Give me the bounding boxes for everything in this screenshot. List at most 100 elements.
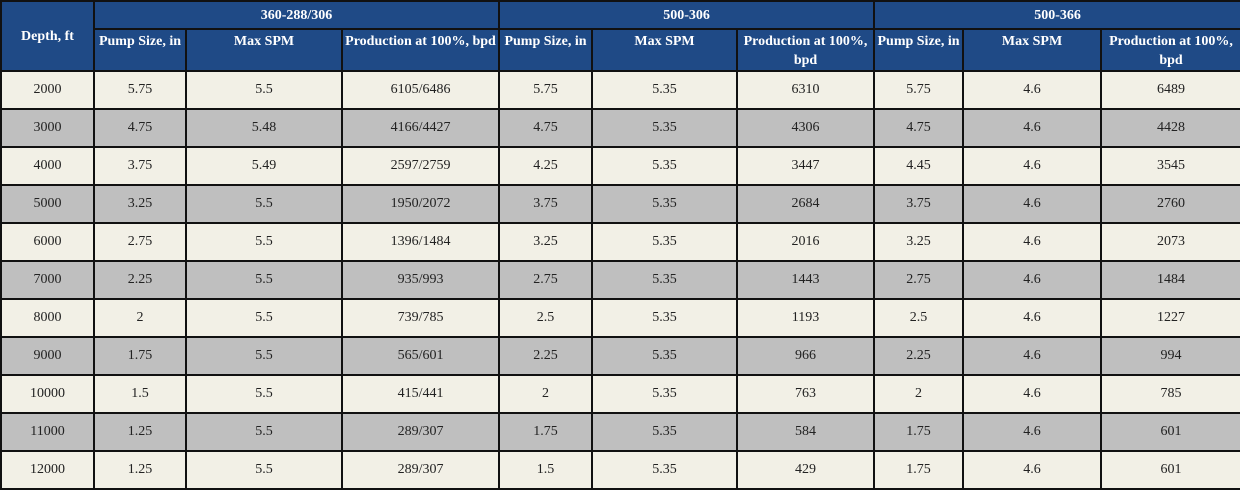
- production-cell: 739/785: [340, 298, 501, 338]
- depth-cell: 2000: [0, 70, 95, 110]
- pump-size-cell: 2: [498, 374, 594, 414]
- pump-size-cell: 5.75: [93, 70, 187, 110]
- pump-size-cell: 1.75: [498, 412, 594, 452]
- production-cell: 6310: [736, 70, 876, 110]
- table-row: 6000 2.75 5.5 1396/1484 3.25 5.35 2016 3.25 4.6 2…: [0, 222, 1240, 262]
- production-header: Production at 100%, bpd: [1100, 28, 1240, 72]
- production-cell: 1193: [736, 298, 876, 338]
- pump-size-cell: 4.25: [498, 146, 594, 186]
- pump-size-cell: 4.75: [93, 108, 187, 148]
- depth-cell: 4000: [0, 146, 95, 186]
- pump-size-cell: 2.25: [498, 336, 594, 376]
- pump-size-cell: 1.25: [93, 412, 187, 452]
- pump-size-cell: 1.5: [498, 450, 594, 490]
- production-cell: 429: [736, 450, 876, 490]
- production-cell: 966: [736, 336, 876, 376]
- max-spm-cell: 4.6: [962, 336, 1103, 376]
- max-spm-cell: 4.6: [962, 146, 1103, 186]
- max-spm-cell: 5.5: [185, 412, 343, 452]
- pump-size-cell: 3.25: [93, 184, 187, 224]
- max-spm-cell: 5.35: [591, 450, 739, 490]
- max-spm-cell: 5.5: [185, 260, 343, 300]
- production-cell: 994: [1100, 336, 1240, 376]
- production-cell: 763: [736, 374, 876, 414]
- pump-size-cell: 4.75: [873, 108, 965, 148]
- max-spm-cell: 5.35: [591, 146, 739, 186]
- max-spm-cell: 5.5: [185, 374, 343, 414]
- max-spm-cell: 5.35: [591, 298, 739, 338]
- max-spm-cell: 5.5: [185, 184, 343, 224]
- pump-size-cell: 1.25: [93, 450, 187, 490]
- table-row: 3000 4.75 5.48 4166/4427 4.75 5.35 4306 4.75 4.6…: [0, 108, 1240, 148]
- pump-size-cell: 3.25: [873, 222, 965, 262]
- pump-size-cell: 5.75: [873, 70, 965, 110]
- pump-size-cell: 2.75: [498, 260, 594, 300]
- table-row: 4000 3.75 5.49 2597/2759 4.25 5.35 3447 4.45 4.6…: [0, 146, 1240, 186]
- table-row: 10000 1.5 5.5 415/441 2 5.35 763 2 4.6 785: [0, 374, 1240, 414]
- max-spm-cell: 4.6: [962, 412, 1103, 452]
- pump-size-header: Pump Size, in: [873, 28, 965, 72]
- depth-header: Depth, ft: [0, 0, 95, 72]
- table-row: 7000 2.25 5.5 935/993 2.75 5.35 1443 2.75 4.6 148…: [0, 260, 1240, 300]
- pump-size-cell: 2.5: [873, 298, 965, 338]
- group-header-360-288-306: 360-288/306: [92, 0, 501, 30]
- production-cell: 601: [1100, 412, 1240, 452]
- max-spm-cell: 4.6: [962, 450, 1103, 490]
- production-cell: 2597/2759: [340, 146, 501, 186]
- table-row: 2000 5.75 5.5 6105/6486 5.75 5.35 6310 5.75 4.6 6…: [0, 70, 1240, 110]
- max-spm-cell: 5.5: [185, 336, 343, 376]
- depth-cell: 7000: [0, 260, 95, 300]
- production-cell: 6489: [1100, 70, 1240, 110]
- production-cell: 2760: [1100, 184, 1240, 224]
- pump-size-cell: 1.5: [93, 374, 187, 414]
- pump-size-cell: 3.75: [93, 146, 187, 186]
- max-spm-cell: 4.6: [962, 184, 1103, 224]
- max-spm-cell: 4.6: [962, 298, 1103, 338]
- depth-cell: 5000: [0, 184, 95, 224]
- pump-size-cell: 4.75: [498, 108, 594, 148]
- production-cell: 2073: [1100, 222, 1240, 262]
- pump-size-header: Pump Size, in: [93, 28, 187, 72]
- max-spm-cell: 4.6: [962, 222, 1103, 262]
- pump-size-cell: 2.25: [93, 260, 187, 300]
- production-cell: 2684: [736, 184, 876, 224]
- pump-size-header: Pump Size, in: [498, 28, 594, 72]
- pump-size-cell: 1.75: [93, 336, 187, 376]
- max-spm-cell: 5.5: [185, 298, 343, 338]
- group-header-500-366: 500-366: [873, 0, 1240, 30]
- production-cell: 1396/1484: [340, 222, 501, 262]
- table-row: 11000 1.25 5.5 289/307 1.75 5.35 584 1.75 4.6 601: [0, 412, 1240, 452]
- max-spm-cell: 5.5: [185, 222, 343, 262]
- production-cell: 4306: [736, 108, 876, 148]
- pump-size-cell: 2: [93, 298, 187, 338]
- depth-cell: 8000: [0, 298, 95, 338]
- production-cell: 565/601: [340, 336, 501, 376]
- max-spm-cell: 5.5: [185, 450, 343, 490]
- max-spm-cell: 4.6: [962, 260, 1103, 300]
- max-spm-cell: 4.6: [962, 374, 1103, 414]
- production-cell: 1950/2072: [340, 184, 501, 224]
- production-cell: 1443: [736, 260, 876, 300]
- production-cell: 584: [736, 412, 876, 452]
- production-cell: 1227: [1100, 298, 1240, 338]
- depth-cell: 3000: [0, 108, 95, 148]
- production-header: Production at 100%, bpd: [736, 28, 876, 72]
- production-cell: 289/307: [340, 412, 501, 452]
- pump-size-cell: 2.25: [873, 336, 965, 376]
- max-spm-cell: 5.35: [591, 70, 739, 110]
- depth-cell: 11000: [0, 412, 95, 452]
- depth-cell: 10000: [0, 374, 95, 414]
- max-spm-cell: 5.35: [591, 336, 739, 376]
- max-spm-cell: 5.35: [591, 374, 739, 414]
- pump-size-cell: 1.75: [873, 412, 965, 452]
- max-spm-cell: 5.35: [591, 222, 739, 262]
- max-spm-cell: 5.48: [185, 108, 343, 148]
- pump-size-cell: 2.5: [498, 298, 594, 338]
- pump-size-cell: 2.75: [873, 260, 965, 300]
- production-cell: 4428: [1100, 108, 1240, 148]
- production-cell: 2016: [736, 222, 876, 262]
- max-spm-cell: 5.35: [591, 108, 739, 148]
- table-row: 5000 3.25 5.5 1950/2072 3.75 5.35 2684 3.75 4.6 2…: [0, 184, 1240, 224]
- pump-size-cell: 3.75: [498, 184, 594, 224]
- pump-size-cell: 3.75: [873, 184, 965, 224]
